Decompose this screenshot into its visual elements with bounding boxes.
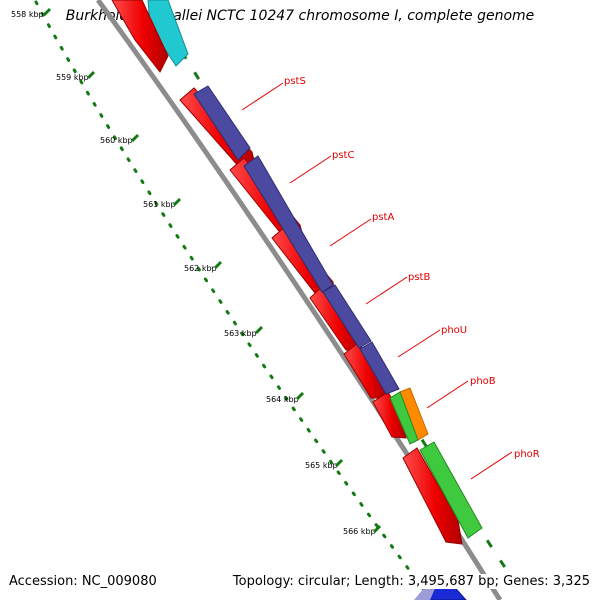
tick-mark: [334, 458, 344, 468]
gene-label-phoB: phoB: [470, 376, 496, 387]
genome-summary-text: Topology: circular; Length: 3,495,687 bp…: [232, 574, 590, 589]
callout-line-pstS: [241, 82, 284, 111]
gene-label-phoR: phoR: [514, 449, 540, 460]
callout-line-phoR: [470, 451, 513, 480]
cds-arrows: [179, 87, 463, 545]
operon-block-pstS: [193, 85, 251, 161]
accession-text: Accession: NC_009080: [9, 574, 157, 589]
tick-label-561: 561 kbp: [143, 200, 176, 209]
operon-block-pstA: [322, 284, 372, 349]
gene-label-pstC: pstC: [332, 150, 354, 161]
feature-top-red: [111, 0, 169, 73]
tick-mark: [295, 391, 305, 401]
tick-label-564: 564 kbp: [266, 395, 299, 404]
gene-callout-lines: [241, 82, 513, 480]
operon-blocks: [193, 85, 400, 395]
feature-phoU-green: [389, 391, 419, 445]
tick-label-560: 560 kbp: [100, 136, 133, 145]
tick-label-563: 563 kbp: [224, 329, 257, 338]
callout-line-pstB: [365, 276, 408, 305]
tick-mark: [172, 197, 182, 207]
callout-line-phoB: [426, 380, 469, 409]
feature-bottom-lavender: [414, 586, 436, 600]
tick-track: [34, 0, 432, 600]
gene-label-phoU: phoU: [441, 325, 467, 336]
gene-label-pstB: pstB: [408, 272, 430, 283]
gene-label-pstA: pstA: [372, 212, 394, 223]
tick-label-565: 565 kbp: [305, 461, 338, 470]
operon-block-pstC: [243, 155, 334, 293]
tick-labels: 558 kbp 559 kbp 560 kbp 561 kbp 562 kbp …: [11, 10, 376, 536]
callout-line-pstC: [289, 155, 332, 184]
tick-label-562: 562 kbp: [184, 264, 217, 273]
operon-block-pstB: [359, 341, 400, 395]
map-title: Burkholderia mallei NCTC 10247 chromosom…: [65, 8, 535, 24]
tick-label-559: 559 kbp: [56, 73, 89, 82]
callout-line-pstA: [329, 218, 372, 247]
cds-arrow: [402, 447, 463, 545]
tick-label-566: 566 kbp: [343, 527, 376, 536]
callout-line-phoU: [397, 329, 441, 358]
tick-label-558: 558 kbp: [11, 10, 44, 19]
major-tick-marks: [42, 7, 382, 534]
tick-mark: [130, 133, 140, 143]
feature-phoR-green: [419, 441, 483, 539]
gene-labels: pstS pstC pstA pstB phoU phoB phoR: [284, 76, 540, 460]
gene-label-pstS: pstS: [284, 76, 306, 87]
tick-mark: [372, 524, 382, 534]
tick-mark: [213, 260, 223, 270]
tick-mark: [86, 70, 96, 80]
tick-mark: [42, 7, 52, 17]
tick-dotted-line: [34, 0, 432, 600]
tick-mark: [254, 325, 264, 335]
